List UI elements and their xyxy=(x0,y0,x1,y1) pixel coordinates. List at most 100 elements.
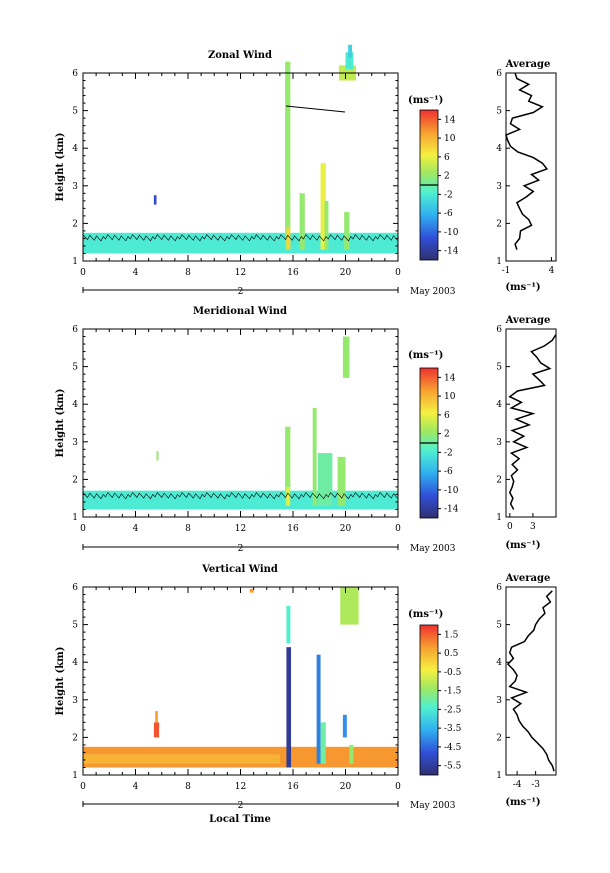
average-y-tick-label: 5 xyxy=(496,363,502,373)
x-tick-label: 8 xyxy=(185,782,191,792)
meridional-colorbar: 14 10 6 2 -2 -6 -10 -14 xyxy=(419,367,459,519)
colorbar-tick-label: -14 xyxy=(444,247,459,257)
vertical-y-ticks: 1 2 3 4 5 6 xyxy=(72,583,398,781)
low-layer-contour xyxy=(82,234,399,242)
y-tick-label: 6 xyxy=(72,69,78,79)
y-tick-label: 5 xyxy=(72,621,78,631)
average-y-tick-label: 4 xyxy=(496,400,502,410)
average-y-tick-label: 2 xyxy=(496,475,502,485)
zonal-date-label: May 2003 xyxy=(410,287,456,297)
vertical-colorbar: 1.5 0.5 -0.5 -1.5 -2.5 -3.5 -4.5 -5.5 xyxy=(419,624,462,776)
meridional-colorbar-unit: (ms⁻¹) xyxy=(408,350,443,361)
date-day-label: 2 xyxy=(238,801,244,811)
average-y-tick-label: 4 xyxy=(496,658,502,668)
x-tick-label: 4 xyxy=(133,782,139,792)
heat-patch-0 xyxy=(83,490,398,510)
heat-patch-1 xyxy=(153,195,157,205)
x-tick-label: 8 xyxy=(185,268,191,278)
x-tick-label: 0 xyxy=(80,268,86,278)
heat-patch-3 xyxy=(155,711,158,723)
heat-patch-5 xyxy=(320,163,326,250)
average-y-tick-label: 6 xyxy=(496,325,502,335)
heat-patch-9 xyxy=(345,52,354,70)
heat-patch-1 xyxy=(83,754,280,764)
colorbar-tick-label: 10 xyxy=(444,392,456,402)
average-y-tick-label: 1 xyxy=(496,771,502,781)
heat-patch-3 xyxy=(286,486,290,506)
average-line xyxy=(508,334,557,510)
meridional-x-ticks: 0 4 8 12 16 20 0 xyxy=(80,329,401,534)
x-tick-label: 16 xyxy=(287,782,299,792)
meridional-heatmap xyxy=(82,336,399,510)
average-line xyxy=(505,72,549,250)
zonal-y-ticks: 1 2 3 4 5 6 xyxy=(72,69,398,267)
heat-patch-6 xyxy=(324,200,329,250)
average-y-tick-label: 6 xyxy=(496,583,502,593)
y-tick-label: 3 xyxy=(72,182,78,192)
zonal-annotation-line xyxy=(285,105,346,113)
colorbar-tick-label: 1.5 xyxy=(444,630,459,640)
colorbar-tick-label: -3.5 xyxy=(444,724,462,734)
average-x-tick-label: 3 xyxy=(530,522,536,532)
zonal-colorbar-unit: (ms⁻¹) xyxy=(408,95,443,106)
colorbar-tick-label: 2 xyxy=(444,172,450,182)
heat-patch-2 xyxy=(285,426,291,506)
heat-patch-4 xyxy=(312,407,317,506)
heat-patch-2 xyxy=(285,61,291,250)
colorbar-tick-label: -1.5 xyxy=(444,687,462,697)
colorbar-tick-label: -4.5 xyxy=(444,743,462,753)
zonal-average-xlabel: (ms⁻¹) xyxy=(505,282,540,293)
colorbar-tick-label: -0.5 xyxy=(444,668,462,678)
average-x-tick-label: 0 xyxy=(507,522,513,532)
y-tick-label: 2 xyxy=(72,475,78,485)
colorbar-tick-label: -14 xyxy=(444,505,459,515)
heat-patch-4 xyxy=(299,193,305,250)
average-frame xyxy=(505,586,557,776)
zonal-colorbar: 14 10 6 2 -2 -6 -10 -14 xyxy=(419,109,459,261)
colorbar-gradient xyxy=(419,624,439,776)
average-x-tick-label: 4 xyxy=(549,266,555,276)
x-tick-label: 0 xyxy=(395,268,401,278)
zonal-average-title: Average xyxy=(505,59,551,70)
heat-patch-3 xyxy=(286,227,291,250)
date-day-label: 2 xyxy=(238,287,244,297)
vertical-y-axis-label: Height (km) xyxy=(55,647,66,716)
zonal-average-profile: 1 2 3 4 5 6 -1 4 xyxy=(496,69,557,276)
x-tick-label: 0 xyxy=(80,782,86,792)
heat-patch-4 xyxy=(249,588,254,593)
y-tick-label: 3 xyxy=(72,438,78,448)
colorbar-tick-label: 2 xyxy=(444,430,450,440)
average-y-tick-label: 1 xyxy=(496,257,502,267)
vertical-date-bar: 2 xyxy=(82,801,399,811)
x-tick-label: 12 xyxy=(235,782,246,792)
vertical-average-xlabel: (ms⁻¹) xyxy=(505,797,540,808)
average-line xyxy=(506,590,555,772)
average-y-tick-label: 3 xyxy=(496,696,502,706)
colorbar-tick-label: 10 xyxy=(444,134,456,144)
colorbar-tick-label: 6 xyxy=(444,411,450,421)
y-tick-label: 2 xyxy=(72,733,78,743)
heat-patch-1 xyxy=(156,451,159,461)
y-tick-label: 4 xyxy=(72,144,78,154)
average-x-tick-label: -3 xyxy=(531,780,540,790)
meridional-date-bar: 2 xyxy=(82,544,399,554)
heat-patch-6 xyxy=(337,456,346,506)
y-tick-label: 4 xyxy=(72,400,78,410)
average-y-tick-label: 5 xyxy=(496,621,502,631)
x-tick-label: 20 xyxy=(340,524,352,534)
zonal-wind-title: Zonal Wind xyxy=(208,50,272,61)
colorbar-tick-label: -2.5 xyxy=(444,705,462,715)
heat-patch-7 xyxy=(344,212,350,250)
x-tick-label: 0 xyxy=(395,524,401,534)
zonal-heatmap xyxy=(82,44,399,254)
average-y-tick-label: 2 xyxy=(496,219,502,229)
y-tick-label: 5 xyxy=(72,363,78,373)
x-tick-label: 20 xyxy=(340,268,352,278)
heat-patch-6 xyxy=(286,605,291,644)
average-y-tick-label: 5 xyxy=(496,107,502,117)
x-tick-label: 0 xyxy=(395,782,401,792)
colorbar-tick-label: 0.5 xyxy=(444,649,459,659)
heat-patch-10 xyxy=(348,44,353,58)
